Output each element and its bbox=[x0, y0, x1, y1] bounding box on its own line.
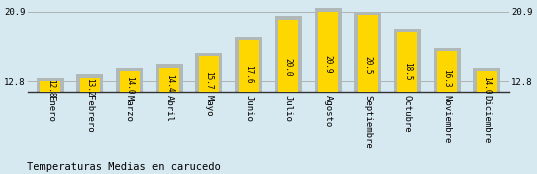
Bar bbox=[195, 53, 222, 92]
Bar bbox=[358, 15, 378, 92]
Bar bbox=[477, 71, 497, 92]
Bar bbox=[235, 37, 262, 92]
Text: 15.7: 15.7 bbox=[205, 71, 214, 89]
Text: 13.2: 13.2 bbox=[85, 78, 95, 97]
Bar bbox=[116, 68, 143, 92]
Text: 17.6: 17.6 bbox=[244, 65, 253, 83]
Text: 18.5: 18.5 bbox=[403, 62, 412, 81]
Bar bbox=[394, 29, 421, 92]
Bar bbox=[156, 64, 183, 92]
Bar bbox=[315, 9, 342, 92]
Bar bbox=[120, 71, 140, 92]
Bar bbox=[275, 16, 302, 92]
Bar bbox=[473, 68, 500, 92]
Bar bbox=[433, 48, 461, 92]
Text: 14.0: 14.0 bbox=[482, 76, 491, 94]
Text: 20.9: 20.9 bbox=[323, 55, 332, 73]
Bar bbox=[437, 51, 457, 92]
Bar bbox=[354, 12, 381, 92]
Bar bbox=[80, 78, 100, 92]
Bar bbox=[40, 81, 60, 92]
Text: 20.5: 20.5 bbox=[363, 56, 372, 75]
Text: 12.8: 12.8 bbox=[46, 79, 55, 98]
Bar bbox=[318, 12, 338, 92]
Bar bbox=[278, 20, 298, 92]
Bar bbox=[76, 74, 104, 92]
Bar bbox=[37, 78, 64, 92]
Text: 14.4: 14.4 bbox=[165, 74, 174, 93]
Bar bbox=[199, 56, 219, 92]
Bar bbox=[159, 68, 179, 92]
Text: 16.3: 16.3 bbox=[442, 69, 452, 87]
Text: Temperaturas Medias en carucedo: Temperaturas Medias en carucedo bbox=[27, 162, 221, 172]
Bar bbox=[239, 40, 259, 92]
Text: 14.0: 14.0 bbox=[125, 76, 134, 94]
Text: 20.0: 20.0 bbox=[284, 58, 293, 76]
Bar bbox=[397, 32, 417, 92]
